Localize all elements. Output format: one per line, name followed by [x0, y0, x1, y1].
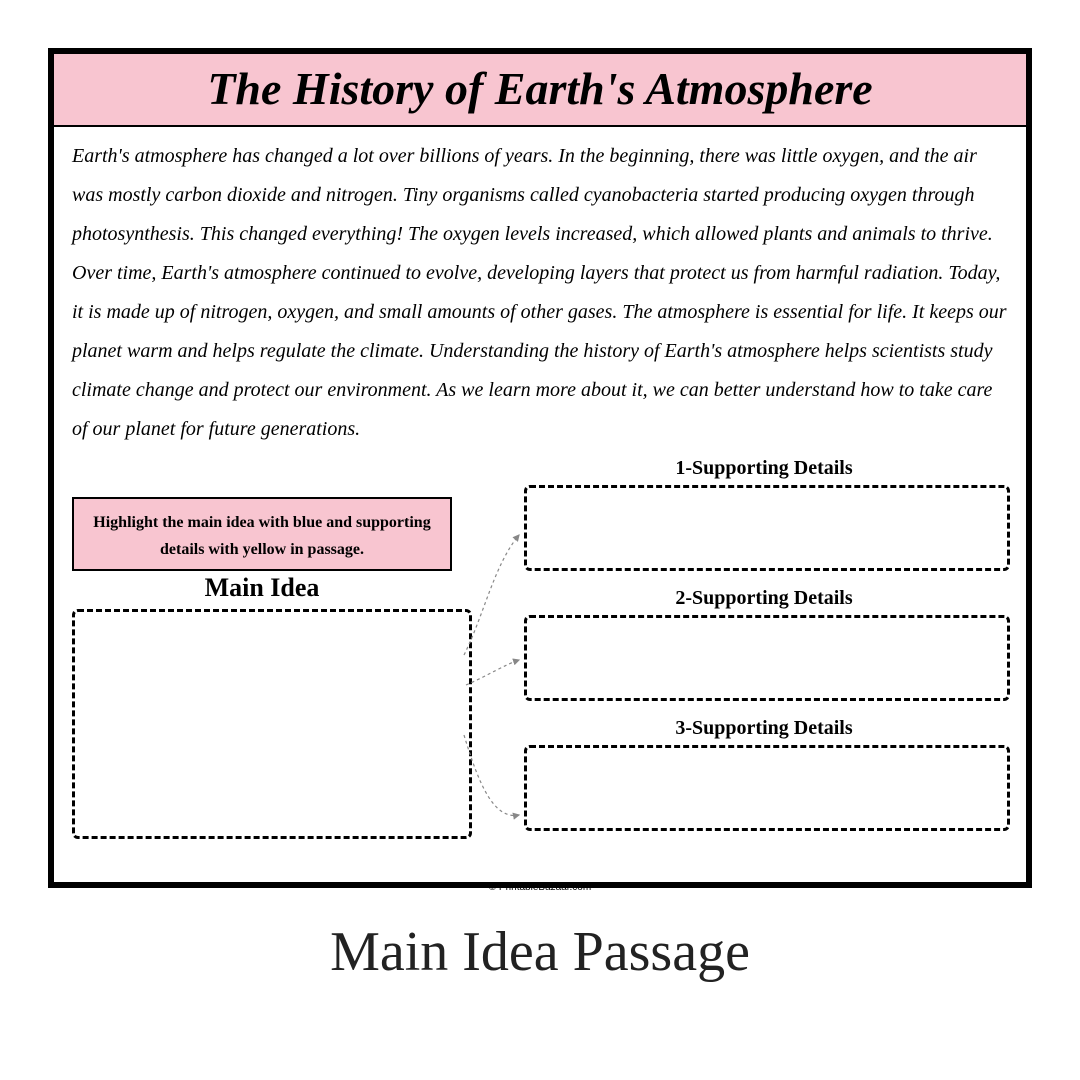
- main-idea-label: Main Idea: [72, 573, 452, 603]
- instruction-box: Highlight the main idea with blue and su…: [72, 497, 452, 571]
- detail-1-box[interactable]: [524, 485, 1010, 571]
- detail-3-box[interactable]: [524, 745, 1010, 831]
- detail-1-label: 1-Supporting Details: [524, 457, 1004, 480]
- main-idea-box[interactable]: [72, 609, 472, 839]
- connector-arrows: [454, 515, 544, 865]
- page-footer-title: Main Idea Passage: [0, 920, 1080, 984]
- detail-3-label: 3-Supporting Details: [524, 717, 1004, 740]
- worksheet-frame: The History of Earth's Atmosphere Earth'…: [48, 48, 1032, 888]
- detail-2-box[interactable]: [524, 615, 1010, 701]
- passage-text: Earth's atmosphere has changed a lot ove…: [54, 127, 1026, 455]
- credit-line: © PrintableBazaar.com: [54, 882, 1026, 893]
- title-banner: The History of Earth's Atmosphere: [54, 54, 1026, 127]
- graphic-organizer: Highlight the main idea with blue and su…: [54, 455, 1026, 895]
- detail-2-label: 2-Supporting Details: [524, 587, 1004, 610]
